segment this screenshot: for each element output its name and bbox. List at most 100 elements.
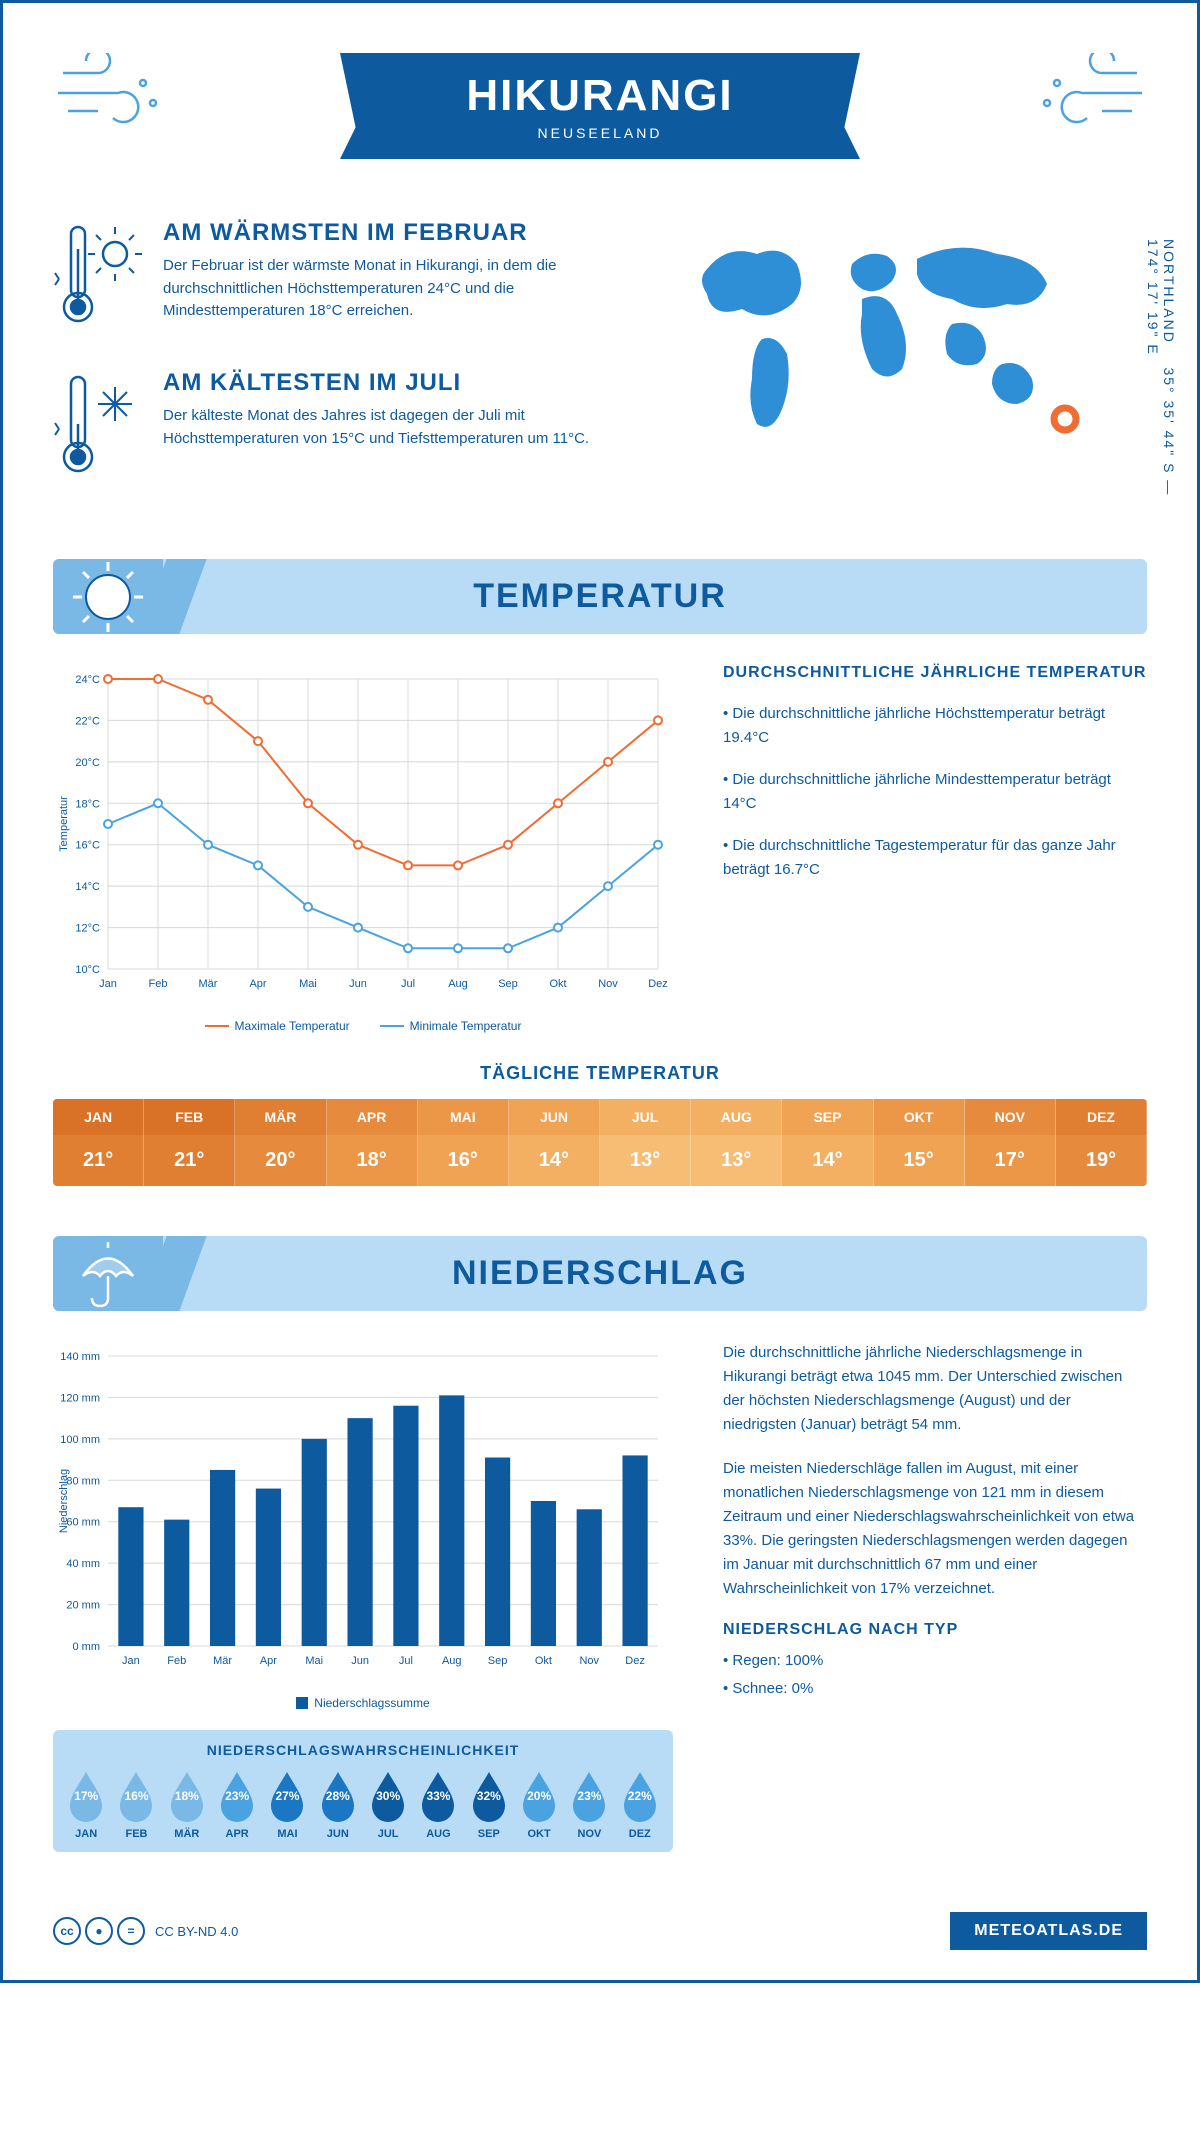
- drop-icon: 27%: [267, 1770, 307, 1822]
- daily-col: AUG 13°: [691, 1099, 782, 1186]
- cold-title: AM KÄLTESTEN IM JULI: [163, 369, 627, 397]
- header: HIKURANGI NEUSEELAND: [53, 33, 1147, 199]
- prob-month: JAN: [61, 1828, 111, 1840]
- prob-item: 22% DEZ: [615, 1770, 665, 1840]
- svg-text:Temperatur: Temperatur: [58, 796, 70, 852]
- precip-type-0: • Regen: 100%: [723, 1649, 1147, 1673]
- lat: 35° 35' 44" S: [1161, 367, 1177, 474]
- intro-row: AM WÄRMSTEN IM FEBRUAR Der Februar ist d…: [53, 219, 1147, 519]
- svg-text:120 mm: 120 mm: [60, 1392, 100, 1404]
- umbrella-icon: [53, 1236, 163, 1311]
- prob-month: MAI: [262, 1828, 312, 1840]
- title-banner: HIKURANGI NEUSEELAND: [340, 53, 860, 159]
- svg-text:0 mm: 0 mm: [73, 1641, 101, 1653]
- svg-text:Mär: Mär: [199, 978, 218, 990]
- lon: 174° 17' 19" E: [1145, 239, 1161, 356]
- daily-value: 19°: [1056, 1135, 1147, 1186]
- temp-fact-1: • Die durchschnittliche jährliche Mindes…: [723, 768, 1147, 816]
- intro-facts: AM WÄRMSTEN IM FEBRUAR Der Februar ist d…: [53, 219, 627, 519]
- svg-text:Jun: Jun: [351, 1655, 369, 1667]
- prob-item: 17% JAN: [61, 1770, 111, 1840]
- svg-text:Dez: Dez: [625, 1655, 645, 1667]
- svg-text:Nov: Nov: [579, 1655, 599, 1667]
- daily-value: 15°: [874, 1135, 965, 1186]
- svg-text:Jun: Jun: [349, 978, 367, 990]
- svg-text:16°C: 16°C: [75, 840, 100, 852]
- svg-text:Mär: Mär: [213, 1655, 232, 1667]
- drop-value: 27%: [275, 1789, 299, 1803]
- daily-value: 17°: [965, 1135, 1056, 1186]
- daily-col: APR 18°: [327, 1099, 418, 1186]
- daily-value: 21°: [53, 1135, 144, 1186]
- world-map: NORTHLAND 35° 35' 44" S — 174° 17' 19" E: [667, 219, 1147, 519]
- daily-month: FEB: [144, 1099, 235, 1135]
- daily-value: 18°: [327, 1135, 418, 1186]
- prob-item: 16% FEB: [111, 1770, 161, 1840]
- temp-title: TEMPERATUR: [53, 577, 1147, 616]
- daily-month: AUG: [691, 1099, 782, 1135]
- daily-month: MAI: [418, 1099, 509, 1135]
- drop-icon: 22%: [620, 1770, 660, 1822]
- daily-value: 14°: [782, 1135, 873, 1186]
- daily-month: NOV: [965, 1099, 1056, 1135]
- prob-item: 33% AUG: [413, 1770, 463, 1840]
- prob-item: 28% JUN: [313, 1770, 363, 1840]
- svg-text:12°C: 12°C: [75, 923, 100, 935]
- svg-text:20 mm: 20 mm: [66, 1600, 100, 1612]
- svg-text:80 mm: 80 mm: [66, 1475, 100, 1487]
- daily-col: JUN 14°: [509, 1099, 600, 1186]
- daily-col: MAI 16°: [418, 1099, 509, 1186]
- drop-value: 23%: [577, 1789, 601, 1803]
- daily-month: JAN: [53, 1099, 144, 1135]
- temp-section-header: TEMPERATUR: [53, 559, 1147, 634]
- daily-col: OKT 15°: [874, 1099, 965, 1186]
- drop-value: 20%: [527, 1789, 551, 1803]
- svg-text:Okt: Okt: [549, 978, 566, 990]
- precip-p1: Die durchschnittliche jährliche Niedersc…: [723, 1341, 1147, 1437]
- daily-month: JUN: [509, 1099, 600, 1135]
- svg-text:Okt: Okt: [535, 1655, 552, 1667]
- prob-month: JUL: [363, 1828, 413, 1840]
- daily-value: 20°: [235, 1135, 326, 1186]
- svg-text:Nov: Nov: [598, 978, 618, 990]
- svg-text:Sep: Sep: [498, 978, 518, 990]
- prob-month: NOV: [564, 1828, 614, 1840]
- thermometer-sun-icon: [53, 219, 143, 334]
- precip-legend-label: Niederschlagssumme: [314, 1696, 429, 1710]
- prob-month: MÄR: [162, 1828, 212, 1840]
- temp-fact-2: • Die durchschnittliche Tagestemperatur …: [723, 834, 1147, 882]
- daily-month: MÄR: [235, 1099, 326, 1135]
- daily-month: DEZ: [1056, 1099, 1147, 1135]
- drop-value: 16%: [124, 1789, 148, 1803]
- svg-text:Apr: Apr: [249, 978, 266, 990]
- wind-icon: [1027, 53, 1147, 138]
- svg-text:100 mm: 100 mm: [60, 1434, 100, 1446]
- page-subtitle: NEUSEELAND: [420, 125, 780, 141]
- footer-license: cc ● = CC BY-ND 4.0: [53, 1917, 238, 1945]
- precip-type-title: NIEDERSCHLAG NACH TYP: [723, 1621, 1147, 1639]
- svg-text:Apr: Apr: [260, 1655, 277, 1667]
- daily-temp-title: TÄGLICHE TEMPERATUR: [53, 1063, 1147, 1084]
- page: HIKURANGI NEUSEELAND AM WÄRMSTEN IM FEBR…: [0, 0, 1200, 1983]
- precip-row: 0 mm20 mm40 mm60 mm80 mm100 mm120 mm140 …: [53, 1341, 1147, 1852]
- precip-prob-row: 17% JAN 16% FEB 18% MÄR 23% APR: [61, 1770, 665, 1840]
- daily-value: 13°: [691, 1135, 782, 1186]
- svg-text:Mai: Mai: [305, 1655, 323, 1667]
- temp-chart: 10°C12°C14°C16°C18°C20°C22°C24°CJanFebMä…: [53, 664, 673, 1033]
- prob-item: 20% OKT: [514, 1770, 564, 1840]
- drop-value: 33%: [426, 1789, 450, 1803]
- prob-item: 27% MAI: [262, 1770, 312, 1840]
- svg-text:140 mm: 140 mm: [60, 1351, 100, 1363]
- drop-icon: 18%: [167, 1770, 207, 1822]
- drop-value: 22%: [628, 1789, 652, 1803]
- daily-month: OKT: [874, 1099, 965, 1135]
- svg-text:Jul: Jul: [399, 1655, 413, 1667]
- thermometer-snow-icon: [53, 369, 143, 484]
- svg-text:Feb: Feb: [149, 978, 168, 990]
- cold-fact: AM KÄLTESTEN IM JULI Der kälteste Monat …: [53, 369, 627, 484]
- cc-icons: cc ● =: [53, 1917, 145, 1945]
- daily-col: DEZ 19°: [1056, 1099, 1147, 1186]
- warm-fact: AM WÄRMSTEN IM FEBRUAR Der Februar ist d…: [53, 219, 627, 334]
- svg-text:Dez: Dez: [648, 978, 668, 990]
- prob-item: 23% APR: [212, 1770, 262, 1840]
